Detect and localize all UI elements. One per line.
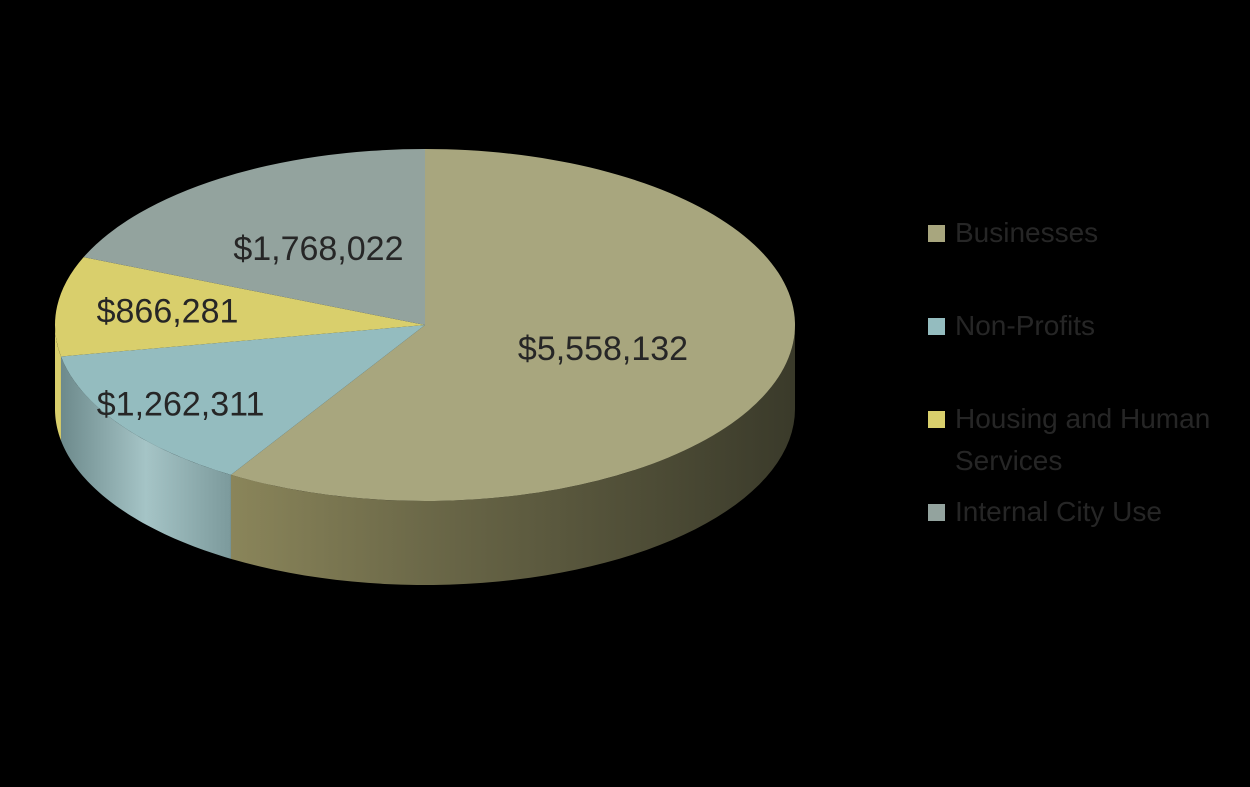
data-label-internal-city-use: $1,768,022 [233, 230, 403, 268]
legend-item-internal-city-use: Internal City Use [928, 491, 1162, 533]
legend-item-housing: Housing and Human Services [928, 398, 1245, 482]
legend-label-internal-city-use: Internal City Use [955, 496, 1162, 527]
legend-swatch-internal-city-use [928, 504, 945, 521]
legend-label-non-profits: Non-Profits [955, 310, 1095, 341]
legend-label-housing: Housing and Human Services [955, 403, 1210, 476]
legend-swatch-housing [928, 411, 945, 428]
legend-swatch-businesses [928, 225, 945, 242]
data-label-non-profits: $1,262,311 [97, 385, 265, 423]
legend-swatch-non-profits [928, 318, 945, 335]
legend-item-businesses: Businesses [928, 212, 1098, 254]
legend-item-non-profits: Non-Profits [928, 305, 1095, 347]
data-label-businesses: $5,558,132 [518, 330, 688, 368]
data-label-housing: $866,281 [97, 293, 239, 331]
legend-label-businesses: Businesses [955, 217, 1098, 248]
